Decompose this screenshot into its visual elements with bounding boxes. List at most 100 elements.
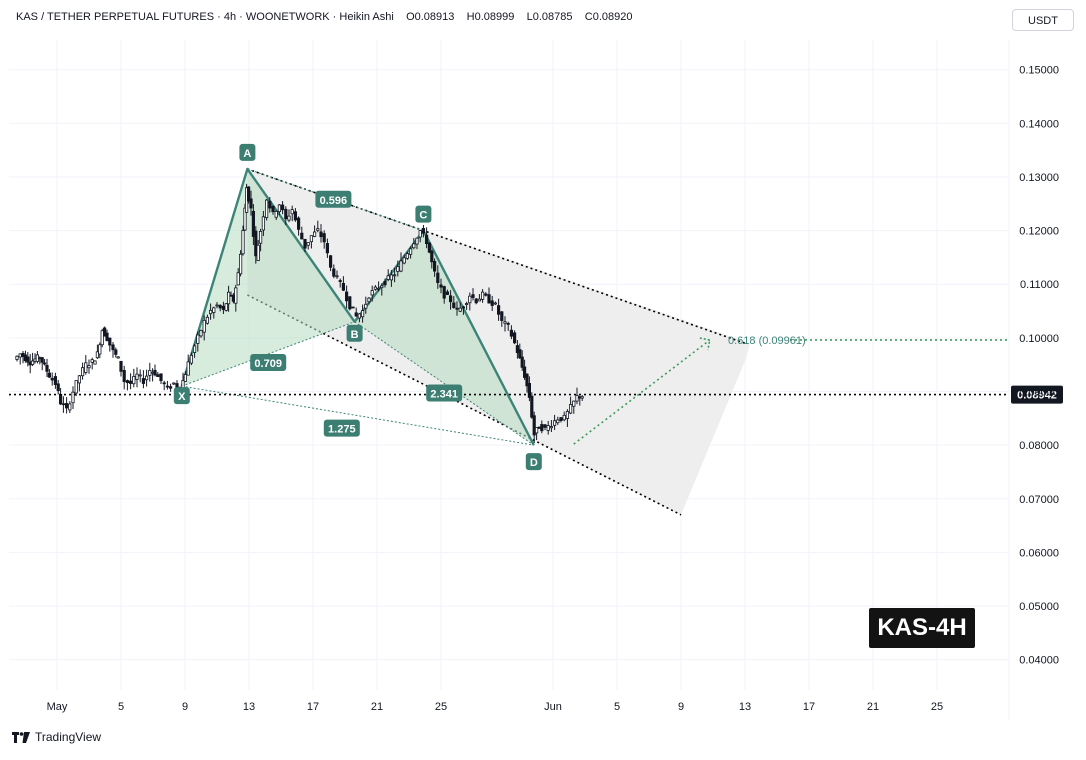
ratio-label-xd: 1.275	[323, 419, 360, 437]
candle-body	[448, 295, 453, 303]
candle-body	[392, 274, 397, 277]
price-tick-label: 0.09000	[1019, 387, 1059, 399]
candle-body	[287, 215, 291, 221]
candle-body	[354, 312, 358, 317]
candle-body	[575, 395, 579, 402]
candle-body	[432, 261, 437, 272]
candle-body	[264, 199, 269, 219]
candle-body	[383, 280, 387, 286]
time-tick-label: 13	[243, 701, 255, 713]
pattern-point-d: D	[525, 453, 542, 471]
candle-body	[156, 374, 160, 377]
symbol-name: KAS / TETHER PERPETUAL FUTURES	[16, 11, 215, 23]
candle-body	[477, 298, 482, 302]
candle-body	[421, 228, 426, 234]
candle-body	[471, 294, 475, 298]
candle-body	[316, 228, 320, 231]
price-tick-label: 0.14000	[1019, 118, 1059, 130]
candle-body	[196, 334, 200, 344]
time-tick-label: 5	[118, 701, 124, 713]
candle-body	[348, 296, 352, 310]
ohlc-high: H0.08999	[466, 11, 515, 23]
candle-body	[111, 344, 115, 351]
candle-body	[549, 426, 554, 429]
candle-body	[530, 395, 534, 418]
candle-body	[103, 327, 107, 337]
pattern-point-x-text: X	[178, 391, 186, 403]
candle-body	[125, 380, 129, 384]
pattern-point-c-box	[415, 205, 432, 223]
ohlc-open: O0.08913	[406, 11, 455, 23]
candle-body	[458, 307, 462, 312]
candle-body	[71, 391, 75, 404]
candle-body	[183, 374, 187, 382]
candle-body	[515, 345, 520, 353]
price-axis[interactable]: 0.15000 0.14000 0.13000 0.12000 0.11000 0.100…	[1019, 65, 1059, 667]
candle-body	[386, 275, 390, 280]
ratio-label-xb-text: 0.709	[254, 358, 282, 370]
candle-body	[559, 417, 563, 422]
candle-body	[47, 372, 52, 378]
candle-body	[543, 424, 547, 428]
pattern-point-b: B	[346, 324, 363, 342]
candle-body	[65, 403, 69, 409]
candle-body	[162, 382, 166, 385]
pattern-point-a-text: A	[243, 148, 251, 160]
candle-body	[357, 313, 362, 319]
candle-body	[100, 330, 104, 346]
candle-body	[293, 211, 298, 221]
candle-body	[59, 393, 63, 405]
candle-body	[518, 349, 522, 359]
price-tick-label: 0.07000	[1019, 494, 1059, 506]
candle-body	[119, 360, 123, 372]
candle-body	[468, 295, 472, 304]
pattern-point-c: C	[415, 205, 432, 223]
time-tick-label: 17	[307, 701, 319, 713]
target-projection-line	[573, 339, 711, 445]
candle-body	[172, 382, 176, 385]
candle-body	[246, 186, 251, 202]
candle-body	[53, 376, 58, 385]
candle-body	[226, 291, 231, 305]
candle-body	[415, 237, 419, 245]
candle-body	[238, 253, 243, 275]
currency-unit-button[interactable]: USDT	[1012, 9, 1074, 31]
overlay-layer: 0.08942 0.618 (0.09961) X A B C D 0.709 0.596 2.3…	[9, 143, 1063, 471]
candle-body	[296, 217, 301, 230]
candle-body	[290, 209, 294, 215]
pattern-point-a-box	[239, 143, 256, 161]
candle-body	[261, 216, 266, 231]
candle-body	[480, 291, 485, 300]
time-tick-label: 21	[867, 701, 879, 713]
candle-body	[520, 356, 524, 368]
candle-body	[319, 231, 323, 238]
pattern-point-b-box	[346, 324, 363, 342]
time-axis[interactable]: May 5 9 13 17 21 25 Jun 5 9 13 17 21 25	[47, 701, 944, 713]
tradingview-logo[interactable]: TradingView	[12, 730, 101, 744]
candle-body	[280, 204, 285, 211]
header-gap	[517, 11, 523, 23]
candle-body	[496, 305, 501, 315]
ratio-label-xd-text: 1.275	[328, 424, 356, 436]
candle-body	[221, 305, 225, 310]
candle-body	[68, 403, 72, 411]
pattern-point-x: X	[173, 387, 190, 405]
candle-body	[122, 370, 126, 382]
candle-body	[258, 231, 263, 244]
candle-body	[256, 244, 260, 261]
candle-body	[461, 306, 466, 309]
candle-body	[525, 373, 529, 387]
candle-body	[500, 311, 504, 321]
candle-body	[15, 355, 19, 360]
candle-body	[40, 357, 44, 363]
candle-body	[351, 306, 355, 309]
candle-body	[144, 375, 149, 381]
symbol-header[interactable]: KAS / TETHER PERPETUAL FUTURES · 4h · WO…	[16, 11, 632, 23]
candle-body	[328, 255, 333, 268]
candle-body	[306, 242, 310, 246]
candle-body	[284, 208, 288, 220]
chart-style-label: Heikin Ashi	[339, 11, 394, 23]
candle-body	[108, 337, 112, 346]
